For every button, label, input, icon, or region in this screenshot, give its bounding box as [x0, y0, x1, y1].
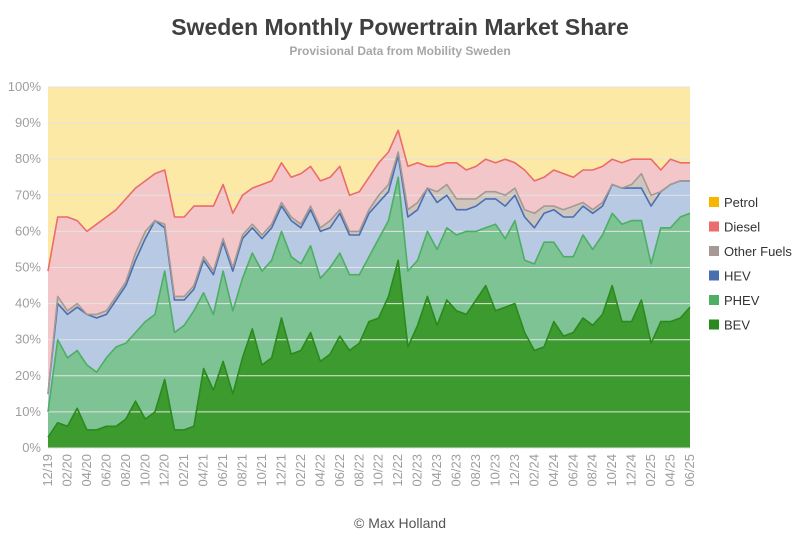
x-tick-label: 10/21 — [254, 454, 269, 487]
y-tick-label: 70% — [15, 187, 41, 202]
x-tick-label: 04/22 — [312, 454, 327, 487]
x-tick-label: 06/24 — [565, 454, 580, 487]
legend-label-phev: PHEV — [724, 293, 760, 308]
x-tick-label: 12/23 — [507, 454, 522, 487]
legend-label-diesel: Diesel — [724, 220, 760, 235]
area-bev — [48, 260, 690, 448]
legend-label-bev: BEV — [724, 318, 750, 333]
chart-subtitle: Provisional Data from Mobility Sweden — [289, 44, 511, 58]
legend-swatch-phev — [709, 295, 719, 305]
y-tick-label: 60% — [15, 223, 41, 238]
x-tick-label: 12/21 — [274, 454, 289, 487]
x-tick-label: 02/20 — [60, 454, 75, 487]
y-tick-label: 90% — [15, 115, 41, 130]
legend-swatch-petrol — [709, 197, 719, 207]
y-tick-label: 20% — [15, 368, 41, 383]
x-tick-label: 08/22 — [351, 454, 366, 487]
x-tick-label: 06/21 — [215, 454, 230, 487]
x-tick-label: 04/21 — [196, 454, 211, 487]
y-tick-label: 40% — [15, 296, 41, 311]
x-tick-label: 02/25 — [643, 454, 658, 487]
x-tick-label: 12/19 — [40, 454, 55, 487]
line-bev — [47, 259, 691, 438]
area-petrol — [48, 87, 690, 272]
x-tick-label: 08/21 — [235, 454, 250, 487]
legend-swatch-diesel — [709, 221, 719, 232]
x-tick-label: 08/20 — [118, 454, 133, 487]
y-tick-label: 10% — [15, 404, 41, 419]
x-tick-label: 06/22 — [332, 454, 347, 487]
x-tick-label: 04/23 — [429, 454, 444, 487]
y-tick-label: 30% — [15, 332, 41, 347]
y-tick-label: 100% — [8, 79, 42, 94]
x-tick-label: 06/23 — [449, 454, 464, 487]
line-other-fuels — [47, 151, 690, 394]
x-tick-label: 10/23 — [488, 454, 503, 487]
x-tick-label: 12/22 — [390, 454, 405, 487]
x-tick-label: 12/24 — [624, 454, 639, 487]
legend-label-petrol: Petrol — [724, 195, 758, 210]
y-tick-label: 80% — [15, 151, 41, 166]
x-tick-label: 08/23 — [468, 454, 483, 487]
x-tick-label: 02/22 — [293, 454, 308, 487]
area-phev — [48, 177, 690, 438]
area-other-fuels — [48, 152, 690, 394]
x-tick-label: 10/20 — [137, 454, 152, 487]
legend-label-hev: HEV — [724, 269, 751, 284]
x-tick-label: 04/25 — [663, 454, 678, 487]
x-tick-label: 04/20 — [79, 454, 94, 487]
x-tick-label: 06/25 — [682, 454, 697, 487]
chart-credit: © Max Holland — [353, 515, 447, 531]
x-tick-label: 10/22 — [371, 454, 386, 487]
legend-swatch-bev — [709, 319, 719, 330]
x-tick-label: 08/24 — [585, 454, 600, 487]
y-tick-label: 50% — [15, 260, 41, 275]
legend-swatch-other-fuels — [709, 246, 719, 256]
x-tick-label: 02/23 — [410, 454, 425, 487]
chart-title: Sweden Monthly Powertrain Market Share — [171, 14, 629, 40]
x-tick-label: 06/20 — [98, 454, 113, 487]
x-tick-label: 12/20 — [157, 454, 172, 487]
line-diesel — [47, 129, 690, 272]
legend-label-other-fuels: Other Fuels — [724, 244, 792, 259]
x-tick-label: 04/24 — [546, 454, 561, 487]
area-diesel — [48, 130, 690, 394]
y-tick-label: 0% — [22, 440, 41, 455]
x-tick-label: 02/24 — [526, 454, 541, 487]
legend-swatch-hev — [709, 270, 719, 281]
line-phev — [47, 176, 691, 413]
x-tick-label: 02/21 — [176, 454, 191, 487]
x-tick-label: 10/24 — [604, 454, 619, 487]
